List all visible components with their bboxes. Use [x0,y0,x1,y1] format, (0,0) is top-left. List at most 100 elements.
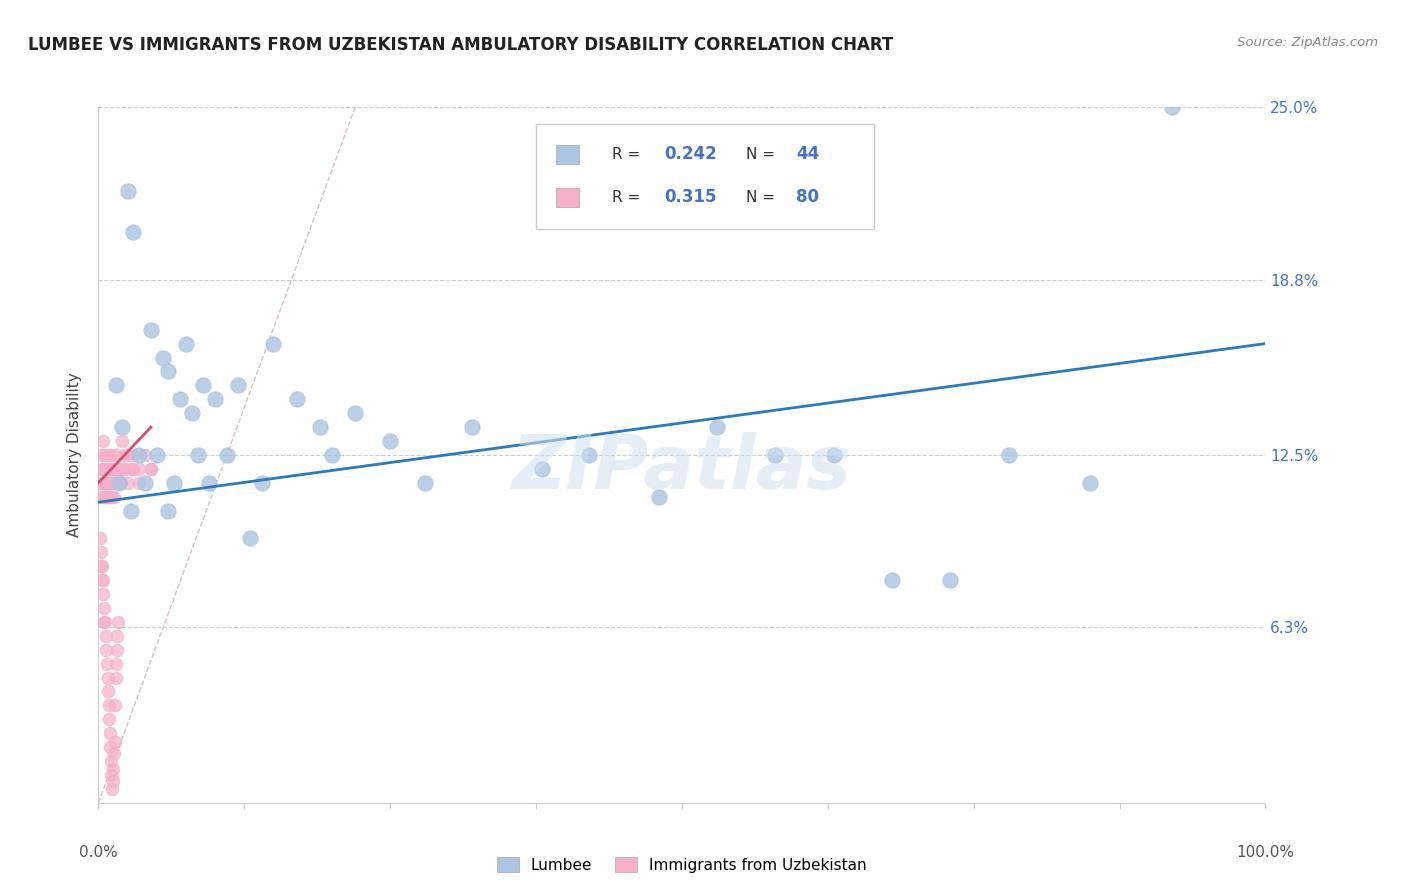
Point [93,475,115,490]
Point [107,615,129,629]
Point [578,448,600,462]
Point [108,475,131,490]
Point [93,601,115,615]
Point [100,754,122,768]
Point [134,475,156,490]
Point [91,434,114,448]
Point [91,462,114,476]
Point [187,448,209,462]
Point [101,490,124,504]
Point [93,615,115,629]
Point [180,406,202,420]
Point [880,573,903,587]
Point [104,671,127,685]
Text: Source: ZipAtlas.com: Source: ZipAtlas.com [1237,36,1378,49]
Point [98,490,121,504]
Point [163,475,186,490]
Point [105,629,128,643]
Point [285,392,308,407]
Point [94,462,117,476]
Point [128,462,150,476]
Point [100,475,122,490]
Point [139,323,162,337]
Point [101,475,124,490]
Point [97,475,120,490]
Point [96,671,118,685]
Point [98,740,121,755]
Point [96,462,118,476]
Point [90,490,112,504]
Point [101,781,124,796]
Point [215,448,238,462]
Point [103,462,125,476]
Text: 44: 44 [796,145,820,163]
Point [122,448,145,462]
Text: R =: R = [612,147,645,161]
Point [997,448,1019,462]
Point [120,503,142,517]
Point [169,392,191,407]
Point [122,225,145,239]
Point [174,336,197,351]
Point [647,490,669,504]
Point [250,475,273,490]
Point [104,378,127,392]
Point [103,490,125,504]
Point [101,773,124,788]
Text: N =: N = [747,147,780,161]
Point [114,462,136,476]
Point [146,448,169,462]
Point [90,559,112,574]
Text: 100.0%: 100.0% [1236,845,1295,860]
Point [91,587,114,601]
Point [96,642,118,657]
FancyBboxPatch shape [536,124,875,229]
Text: 0.0%: 0.0% [79,845,118,860]
Point [105,642,128,657]
Point [98,726,121,740]
Text: N =: N = [747,190,780,205]
Text: ZIPatlas: ZIPatlas [512,433,852,506]
Point [239,532,262,546]
Point [100,462,122,476]
Text: 0.242: 0.242 [665,145,717,163]
Point [117,475,139,490]
Text: 0.315: 0.315 [665,188,717,206]
Point [96,490,118,504]
Point [939,573,962,587]
Point [89,545,111,559]
Point [89,475,111,490]
Point [90,462,112,476]
Point [321,448,343,462]
Point [104,698,127,713]
Point [262,336,284,351]
Point [94,490,117,504]
Point [94,615,117,629]
Point [111,462,134,476]
Point [100,768,122,782]
Point [157,364,180,378]
Bar [555,145,579,164]
Point [101,448,124,462]
Point [97,448,120,462]
Point [91,573,114,587]
Point [103,746,125,760]
Point [105,462,128,476]
Y-axis label: Ambulatory Disability: Ambulatory Disability [67,373,83,537]
Point [152,351,174,365]
Point [96,657,118,671]
Point [97,490,120,504]
Point [89,532,111,546]
Point [1080,475,1102,490]
Point [98,712,121,726]
Point [198,475,221,490]
Point [139,462,162,476]
Point [94,448,117,462]
Point [103,734,125,748]
Point [309,420,332,434]
Point [117,448,139,462]
Point [110,475,132,490]
Point [117,184,139,198]
Point [706,420,728,434]
Legend: Lumbee, Immigrants from Uzbekistan: Lumbee, Immigrants from Uzbekistan [491,851,873,879]
